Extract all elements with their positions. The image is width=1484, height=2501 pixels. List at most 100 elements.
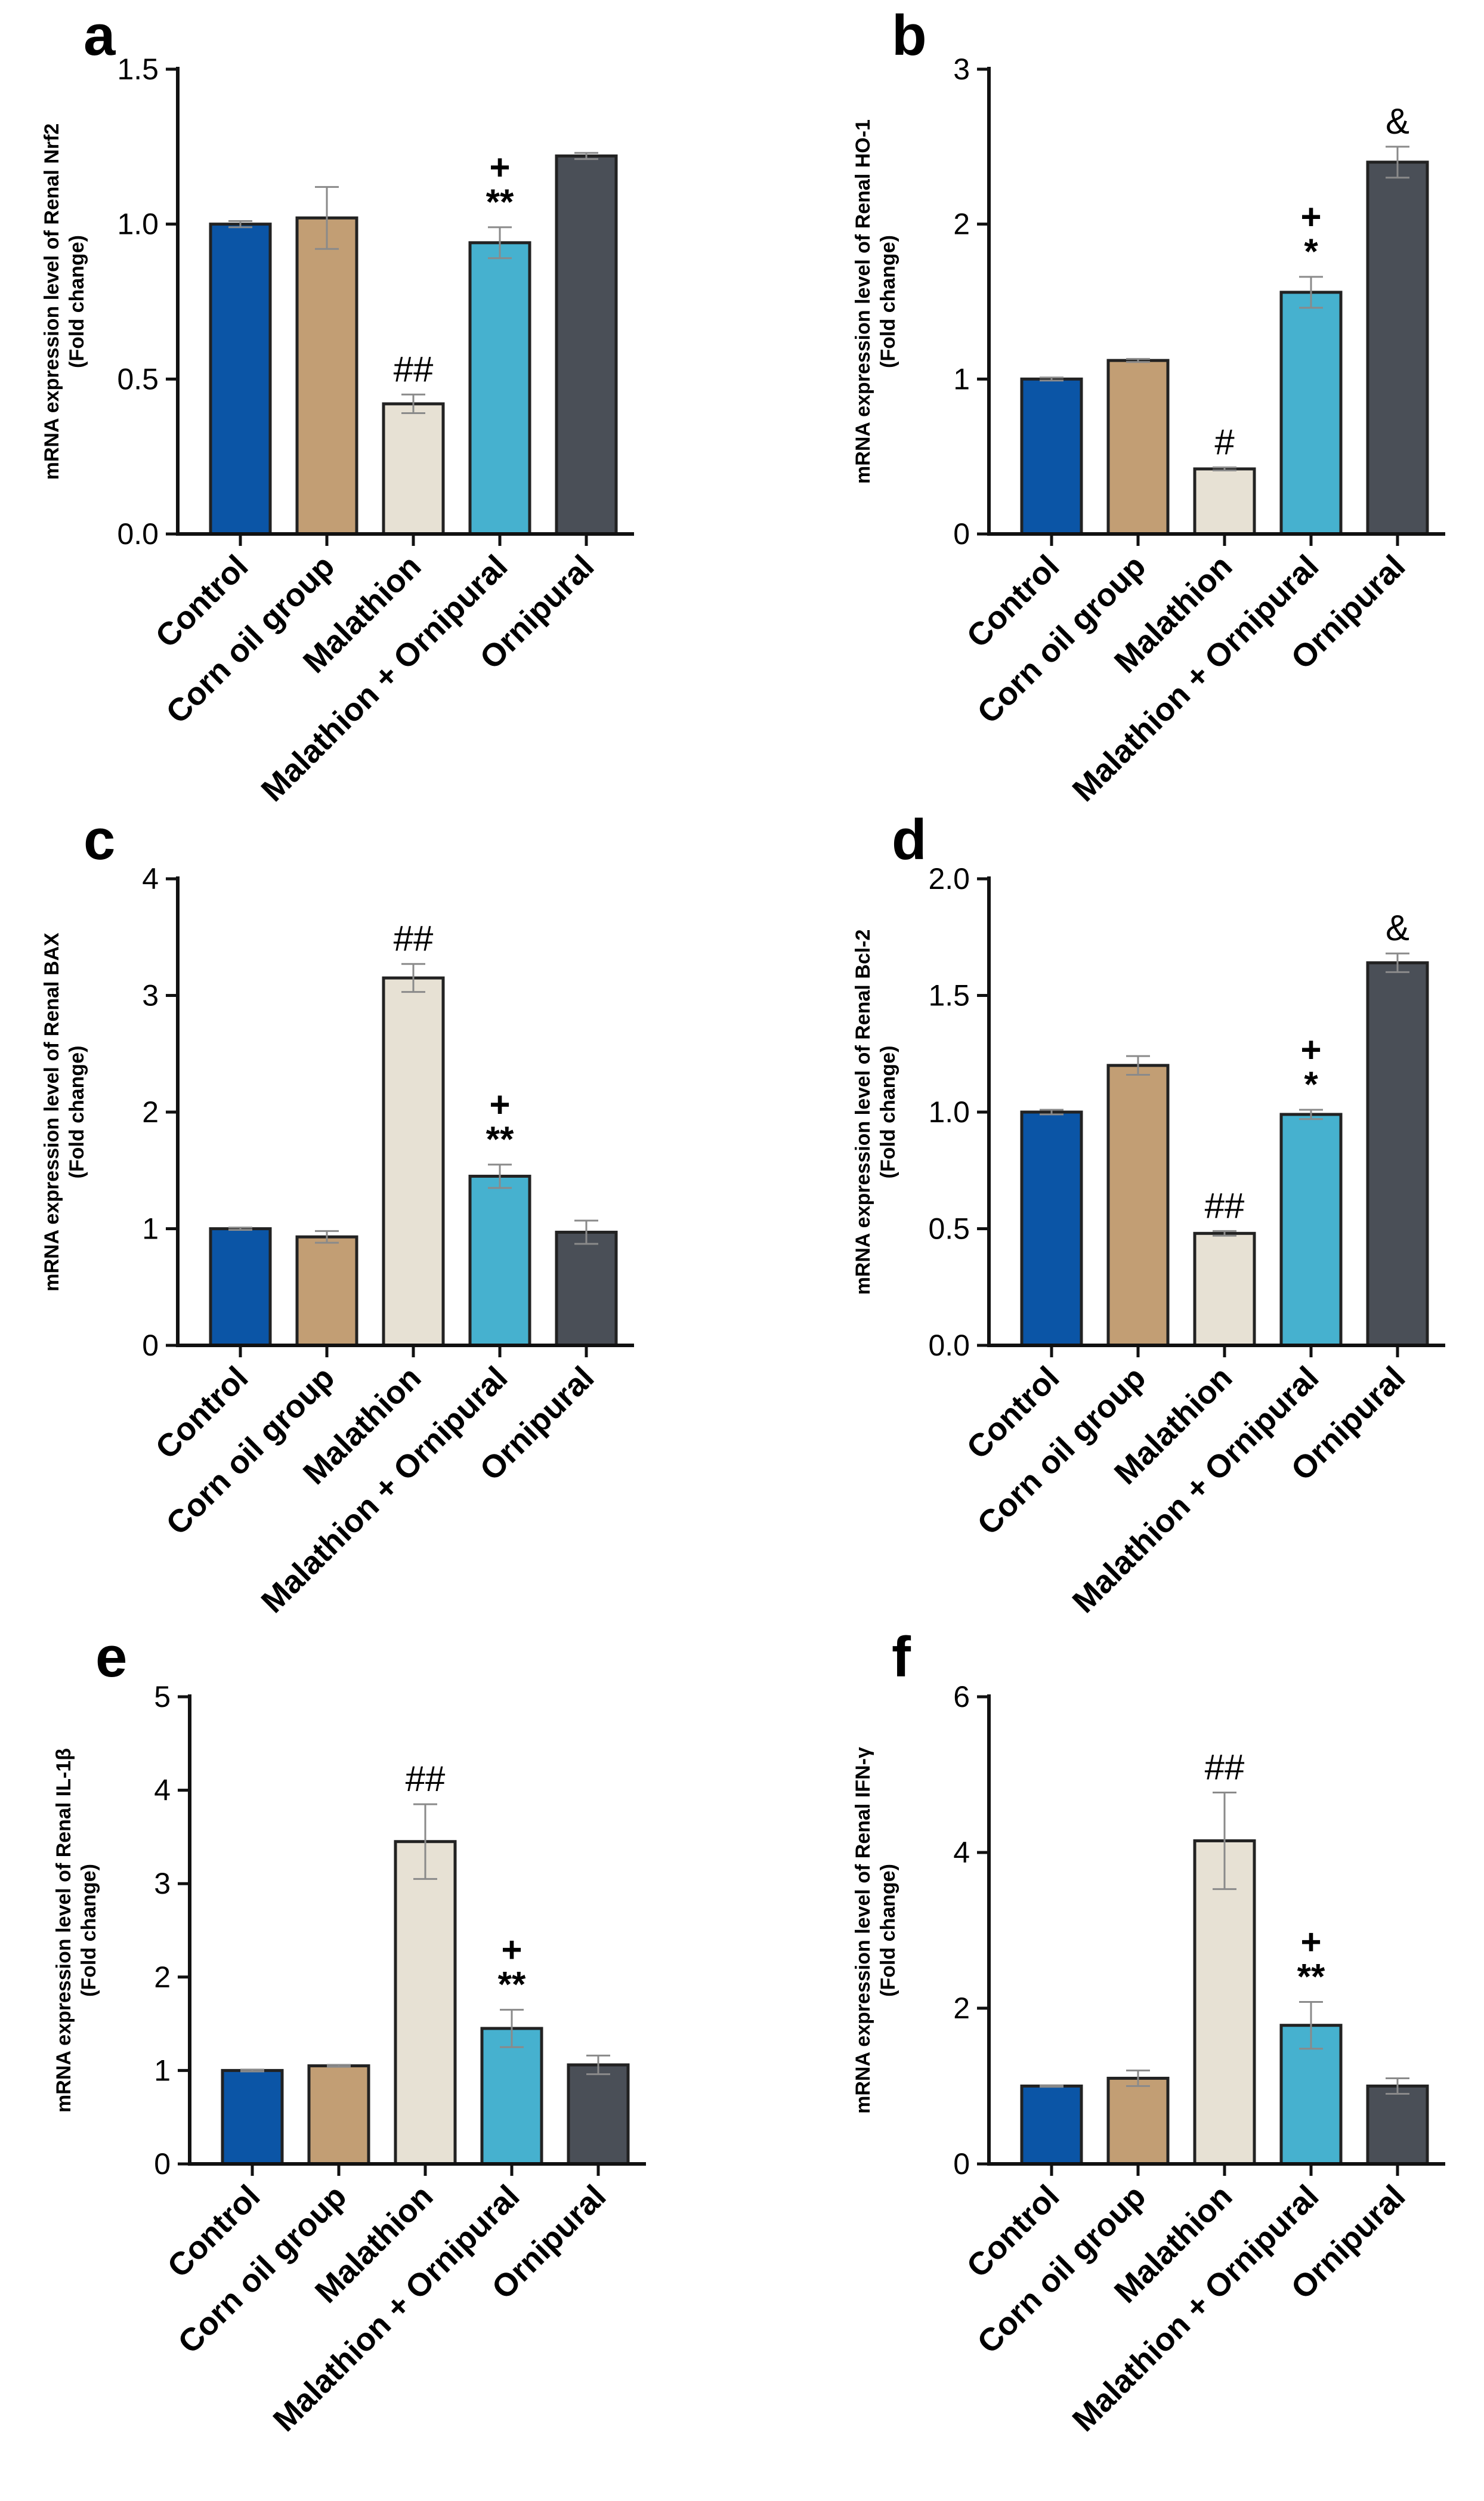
significance-a-malathion-0: ## bbox=[394, 349, 434, 389]
error-bar-c-malathion bbox=[401, 963, 425, 993]
panel-letter-c: c bbox=[84, 808, 115, 872]
error-bar-c-ornipural bbox=[574, 1219, 598, 1245]
bar-c-malathion bbox=[382, 976, 445, 1347]
bar-d-malathion-ornipural bbox=[1279, 1113, 1343, 1347]
y-tick-label-f-1: 2 bbox=[953, 1991, 970, 2025]
y-tick-label-d-0: 0.0 bbox=[928, 1329, 970, 1362]
panel-letter-b: b bbox=[892, 4, 927, 67]
error-bar-a-control bbox=[228, 220, 252, 229]
bar-f-control bbox=[1020, 2085, 1083, 2166]
error-bar-d-control bbox=[1040, 1109, 1063, 1116]
y-tick-label-b-2: 2 bbox=[953, 208, 970, 241]
y-tick-label-e-1: 1 bbox=[154, 2054, 171, 2087]
significance-e-malathion-ornipural-1: ** bbox=[498, 1965, 526, 2005]
error-bar-e-ornipural bbox=[586, 2054, 610, 2076]
significance-a-malathion-ornipural-0: + bbox=[489, 147, 510, 187]
significance-e-malathion-ornipural-0: + bbox=[501, 1930, 522, 1970]
significance-a-malathion-ornipural-1: ** bbox=[486, 182, 514, 222]
y-tick-label-c-3: 3 bbox=[142, 979, 159, 1012]
significance-b-ornipural-0: & bbox=[1386, 101, 1409, 141]
significance-f-malathion-ornipural-0: + bbox=[1300, 1922, 1321, 1962]
y-tick-label-a-3: 1.5 bbox=[117, 53, 159, 86]
panel-letter-f: f bbox=[892, 1625, 911, 1689]
significance-d-ornipural-0: & bbox=[1386, 908, 1409, 948]
significance-c-malathion-0: ## bbox=[394, 919, 434, 959]
y-tick-label-f-3: 6 bbox=[953, 1680, 970, 1713]
significance-d-malathion-ornipural-1: * bbox=[1304, 1064, 1318, 1104]
error-bar-b-malathion-ornipural bbox=[1299, 276, 1323, 309]
bar-e-malathion-ornipural bbox=[480, 2027, 543, 2166]
significance-f-malathion-0: ## bbox=[1205, 1747, 1245, 1787]
bar-f-corn-oil bbox=[1106, 2076, 1170, 2166]
error-bar-b-control bbox=[1040, 376, 1063, 382]
bar-b-malathion-ornipural bbox=[1279, 291, 1343, 536]
y-tick-label-e-3: 3 bbox=[154, 1867, 171, 1900]
error-bar-c-control bbox=[228, 1227, 252, 1231]
y-axis-label-f: mRNA expression level of Renal IFN-γ bbox=[852, 1747, 874, 2114]
significance-e-malathion-0: ## bbox=[406, 1759, 446, 1799]
bar-c-malathion-ornipural bbox=[468, 1175, 531, 1347]
y-tick-label-d-2: 1.0 bbox=[928, 1095, 970, 1129]
y-axis-label-c: mRNA expression level of Renal BAX bbox=[41, 933, 63, 1292]
bar-a-control bbox=[209, 223, 272, 536]
significance-d-malathion-ornipural-0: + bbox=[1300, 1030, 1321, 1070]
y-tick-label-f-2: 4 bbox=[953, 1836, 970, 1869]
bar-b-corn-oil bbox=[1106, 359, 1170, 536]
bar-d-corn-oil bbox=[1106, 1064, 1170, 1347]
bar-e-corn-oil bbox=[307, 2064, 370, 2166]
y-axis-label-a: mRNA expression level of Renal Nrf2 bbox=[41, 123, 63, 480]
bar-d-control bbox=[1020, 1110, 1083, 1347]
y-tick-label-a-2: 1.0 bbox=[117, 208, 159, 241]
significance-b-malathion-ornipural-0: + bbox=[1300, 197, 1321, 237]
error-bar-c-corn-oil bbox=[315, 1230, 339, 1244]
error-bar-f-ornipural bbox=[1386, 2077, 1409, 2095]
y-tick-label-f-0: 0 bbox=[953, 2147, 970, 2181]
y-tick-label-b-0: 0 bbox=[953, 517, 970, 551]
error-bar-d-malathion-ornipural bbox=[1299, 1109, 1323, 1120]
y-tick-label-b-1: 1 bbox=[953, 362, 970, 396]
bar-c-ornipural bbox=[555, 1230, 618, 1347]
bar-a-malathion bbox=[382, 402, 445, 536]
error-bar-e-malathion bbox=[413, 1803, 437, 1880]
significance-f-malathion-ornipural-1: ** bbox=[1297, 1957, 1325, 1997]
y-tick-label-e-4: 4 bbox=[154, 1774, 171, 1807]
bar-b-control bbox=[1020, 377, 1083, 536]
bar-d-malathion bbox=[1193, 1231, 1256, 1347]
bar-f-malathion bbox=[1193, 1839, 1256, 2166]
error-bar-b-malathion bbox=[1213, 466, 1236, 472]
error-bar-b-corn-oil bbox=[1126, 358, 1150, 363]
bar-c-control bbox=[209, 1227, 272, 1347]
error-bar-d-ornipural bbox=[1386, 952, 1409, 973]
panel-letter-a: a bbox=[84, 4, 116, 67]
bar-b-ornipural bbox=[1366, 160, 1429, 536]
bar-a-ornipural bbox=[555, 154, 618, 536]
error-bar-f-corn-oil bbox=[1126, 2069, 1150, 2087]
y-tick-label-e-0: 0 bbox=[154, 2147, 171, 2181]
bar-f-ornipural bbox=[1366, 2085, 1429, 2166]
y-tick-label-e-5: 5 bbox=[154, 1680, 171, 1713]
bar-e-malathion bbox=[394, 1840, 457, 2166]
error-bar-b-ornipural bbox=[1386, 146, 1409, 179]
error-bar-e-corn-oil bbox=[327, 2064, 351, 2068]
error-bar-a-corn-oil bbox=[315, 186, 339, 250]
error-bar-d-corn-oil bbox=[1126, 1055, 1150, 1076]
panel-letter-e: e bbox=[95, 1625, 127, 1689]
y-axis-label-d: mRNA expression level of Renal Bcl-2 bbox=[852, 930, 874, 1295]
bar-a-malathion-ornipural bbox=[468, 241, 531, 536]
y-tick-label-c-4: 4 bbox=[142, 862, 159, 896]
y-tick-label-b-3: 3 bbox=[953, 53, 970, 86]
bar-d-ornipural bbox=[1366, 961, 1429, 1347]
error-bar-f-control bbox=[1040, 2084, 1063, 2088]
y-axis-label-e: mRNA expression level of Renal IL-1β bbox=[52, 1748, 75, 2113]
error-bar-e-control bbox=[240, 2068, 264, 2073]
bar-c-corn-oil bbox=[295, 1235, 358, 1347]
y-tick-label-d-3: 1.5 bbox=[928, 979, 970, 1012]
bar-e-ornipural bbox=[567, 2063, 630, 2166]
significance-b-malathion-0: # bbox=[1214, 422, 1235, 462]
y-axis-label-b: mRNA expression level of Renal HO-1 bbox=[852, 119, 874, 484]
error-bar-c-malathion-ornipural bbox=[488, 1163, 512, 1189]
